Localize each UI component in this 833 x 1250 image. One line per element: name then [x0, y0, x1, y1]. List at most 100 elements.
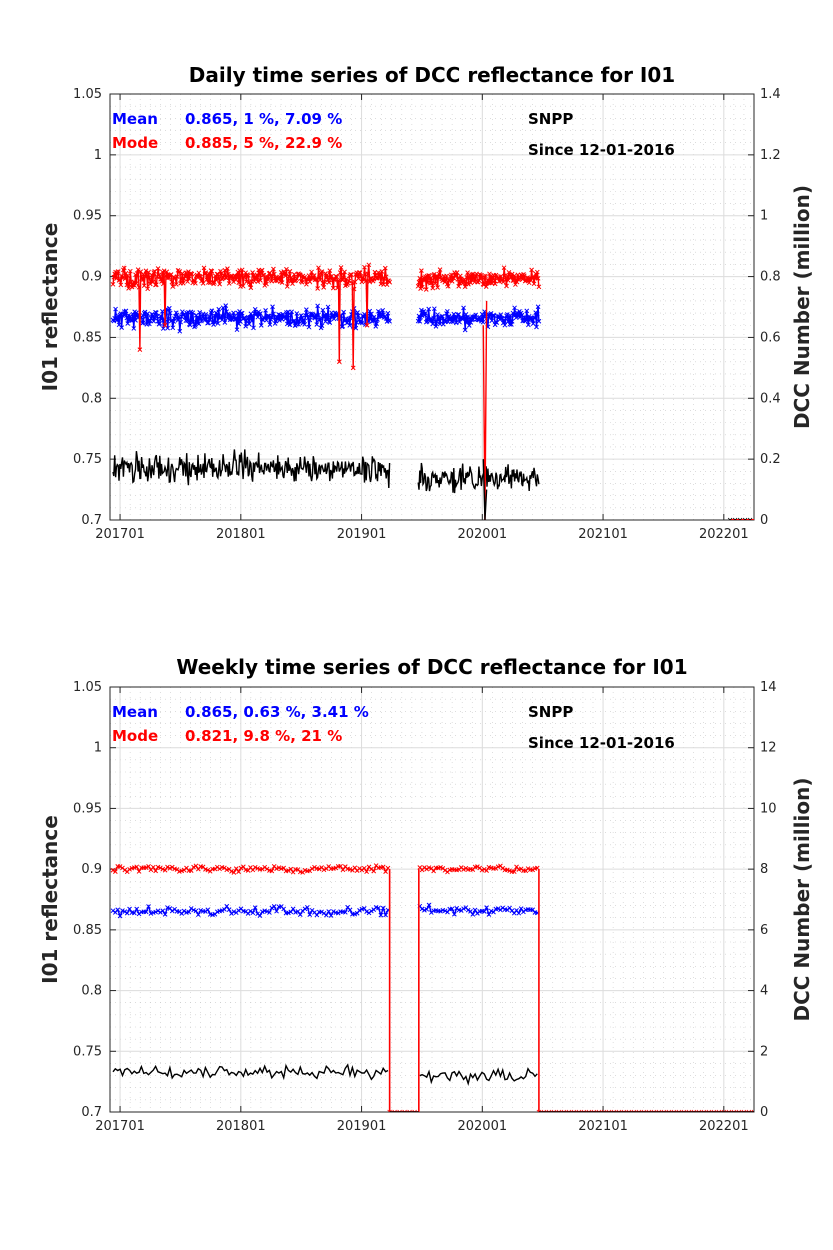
series-mode-marker: [222, 267, 228, 273]
series-gap-marker: [601, 1109, 607, 1112]
series-mean-marker: [114, 317, 119, 323]
series-mode-marker: [481, 866, 487, 872]
series-mode-marker: [338, 863, 343, 869]
series-mean-marker: [361, 314, 366, 320]
series-gap-marker: [591, 1109, 597, 1112]
series-mean-marker: [252, 905, 258, 910]
series-mode-marker: [445, 283, 451, 289]
series-mean-marker: [367, 308, 373, 314]
series-gap-marker: [561, 1109, 567, 1112]
series-mode-marker: [346, 278, 352, 284]
series-count-drop: [482, 459, 488, 520]
series-count: [112, 1063, 538, 1087]
series-gap-marker: [641, 1109, 647, 1112]
series-mean-marker: [153, 310, 159, 316]
series-mean-marker: [456, 311, 462, 317]
x-tick-label: 201701: [95, 1119, 145, 1134]
series-mean-marker: [450, 319, 456, 325]
series-mean-marker: [514, 310, 520, 316]
y-tick-label: 1: [94, 148, 102, 163]
series-mean-marker: [212, 313, 217, 319]
series-mean-marker: [516, 910, 522, 916]
series-mode-marker: [269, 868, 275, 874]
series-gap-marker: [402, 1109, 407, 1112]
series-mode-marker: [265, 277, 271, 283]
series-mode-marker: [144, 273, 150, 279]
series-mode-marker: [196, 270, 202, 276]
series-mean-marker: [432, 306, 437, 312]
series-mean-marker: [361, 905, 367, 911]
series-mean-marker: [251, 325, 256, 331]
series-gap-marker: [606, 1109, 612, 1112]
series-mode-marker: [226, 281, 232, 286]
series-mean-marker: [283, 316, 288, 322]
series-mean-marker: [387, 318, 392, 324]
series-mean-marker: [481, 909, 487, 914]
series-mode-marker: [356, 270, 362, 275]
series-mean-marker: [197, 310, 203, 315]
series-mean-marker: [127, 313, 133, 319]
series-mean-marker: [224, 903, 230, 909]
y2-axis-label: DCC Number (million): [790, 778, 814, 1022]
series-mean-marker: [487, 314, 492, 320]
series-gap-marker: [541, 1109, 547, 1112]
series-mean-marker: [270, 304, 275, 310]
series-mean-marker: [114, 317, 120, 323]
series-mean-marker: [185, 318, 190, 324]
y-tick-label: 0.8: [81, 984, 102, 999]
series-mode-marker: [264, 866, 270, 872]
series-mean-marker: [119, 325, 125, 330]
series-gap-marker: [407, 1109, 412, 1112]
series-mean-marker: [131, 326, 137, 331]
series-mean-marker: [426, 902, 432, 908]
series-mode-marker: [484, 868, 489, 873]
series-mode-marker: [134, 281, 139, 286]
series-mean-marker: [341, 309, 347, 315]
series-mode-marker: [162, 322, 168, 328]
series-mean-marker: [267, 322, 273, 327]
series-mode-marker: [114, 276, 119, 281]
series-mean-marker: [319, 909, 324, 915]
series-mean-marker: [342, 909, 348, 915]
series-mode-marker: [449, 272, 454, 278]
series-mean-marker: [146, 904, 151, 909]
series-mode-marker: [430, 285, 436, 291]
series-gap-marker: [711, 1109, 717, 1112]
series-gap-marker: [721, 1109, 727, 1112]
series-mode-drop: [482, 300, 488, 520]
series-mode-marker: [120, 275, 125, 281]
y2-tick-label: 0.8: [760, 270, 781, 285]
series-mode-marker: [332, 277, 338, 282]
series-mean-marker: [239, 310, 245, 316]
series-gap-marker: [546, 1109, 552, 1112]
series-mode-marker: [321, 867, 327, 873]
series-mode-marker: [137, 347, 143, 352]
series-mode-marker: [351, 286, 357, 292]
series-mean-marker: [295, 909, 301, 914]
series-gap-marker: [701, 1109, 707, 1112]
series-mean-marker: [535, 304, 541, 310]
satellite-label: SNPP: [528, 110, 573, 128]
y-tick-label: 0.9: [81, 862, 102, 877]
series-mode-marker: [504, 283, 509, 289]
series-mode-marker: [501, 265, 507, 271]
series-mode: [110, 863, 754, 1112]
series-mode-marker: [252, 864, 258, 870]
series-mode-marker: [126, 285, 131, 291]
series-mean-marker: [348, 315, 353, 321]
series-mode-marker: [186, 276, 192, 282]
series-mean-marker: [356, 313, 361, 319]
series-mean-marker: [255, 314, 261, 320]
series-mode-marker: [379, 269, 385, 274]
series-mean-marker: [231, 909, 237, 914]
y2-tick-label: 0.4: [760, 391, 781, 406]
series-mode-marker: [291, 272, 297, 277]
series-mean-marker: [206, 320, 211, 326]
series-mean-marker: [532, 315, 538, 321]
series-mean-marker: [488, 311, 494, 316]
series-mode-marker: [512, 273, 517, 279]
series-mean-marker: [378, 912, 384, 918]
series-mode-marker: [160, 281, 166, 287]
series-mode-marker: [134, 864, 140, 870]
series-mean-marker: [369, 908, 374, 914]
